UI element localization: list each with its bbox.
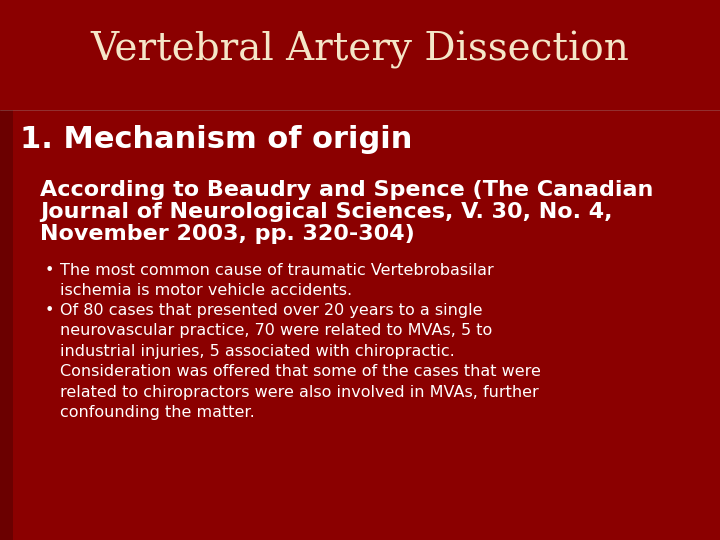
- Text: Journal of Neurological Sciences, V. 30, No. 4,: Journal of Neurological Sciences, V. 30,…: [40, 202, 613, 222]
- Text: Vertebral Artery Dissection: Vertebral Artery Dissection: [91, 31, 629, 69]
- Text: •: •: [45, 303, 55, 318]
- Bar: [0, 110, 13, 540]
- Text: The most common cause of traumatic Vertebrobasilar
ischemia is motor vehicle acc: The most common cause of traumatic Verte…: [60, 263, 494, 299]
- Text: November 2003, pp. 320-304): November 2003, pp. 320-304): [40, 224, 415, 244]
- Text: According to Beaudry and Spence (The Canadian: According to Beaudry and Spence (The Can…: [40, 180, 653, 200]
- Text: Of 80 cases that presented over 20 years to a single
neurovascular practice, 70 : Of 80 cases that presented over 20 years…: [60, 303, 541, 420]
- Text: •: •: [45, 263, 55, 278]
- Text: 1. Mechanism of origin: 1. Mechanism of origin: [20, 125, 413, 154]
